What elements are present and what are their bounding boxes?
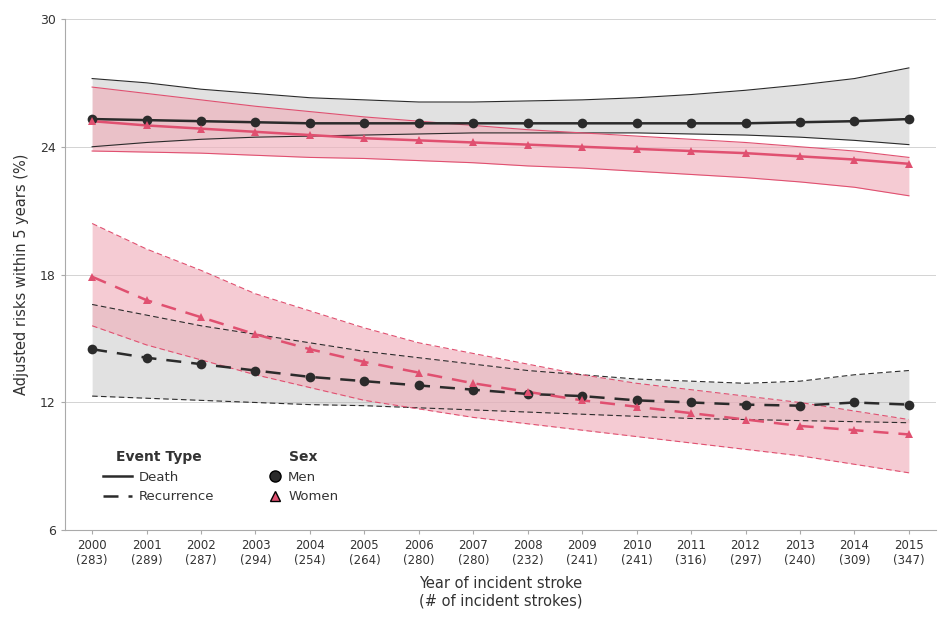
X-axis label: Year of incident stroke
(# of incident strokes): Year of incident stroke (# of incident s… <box>419 576 582 608</box>
Legend: Men, Women: Men, Women <box>263 445 344 508</box>
Y-axis label: Adjusted risks within 5 years (%): Adjusted risks within 5 years (%) <box>14 154 28 396</box>
